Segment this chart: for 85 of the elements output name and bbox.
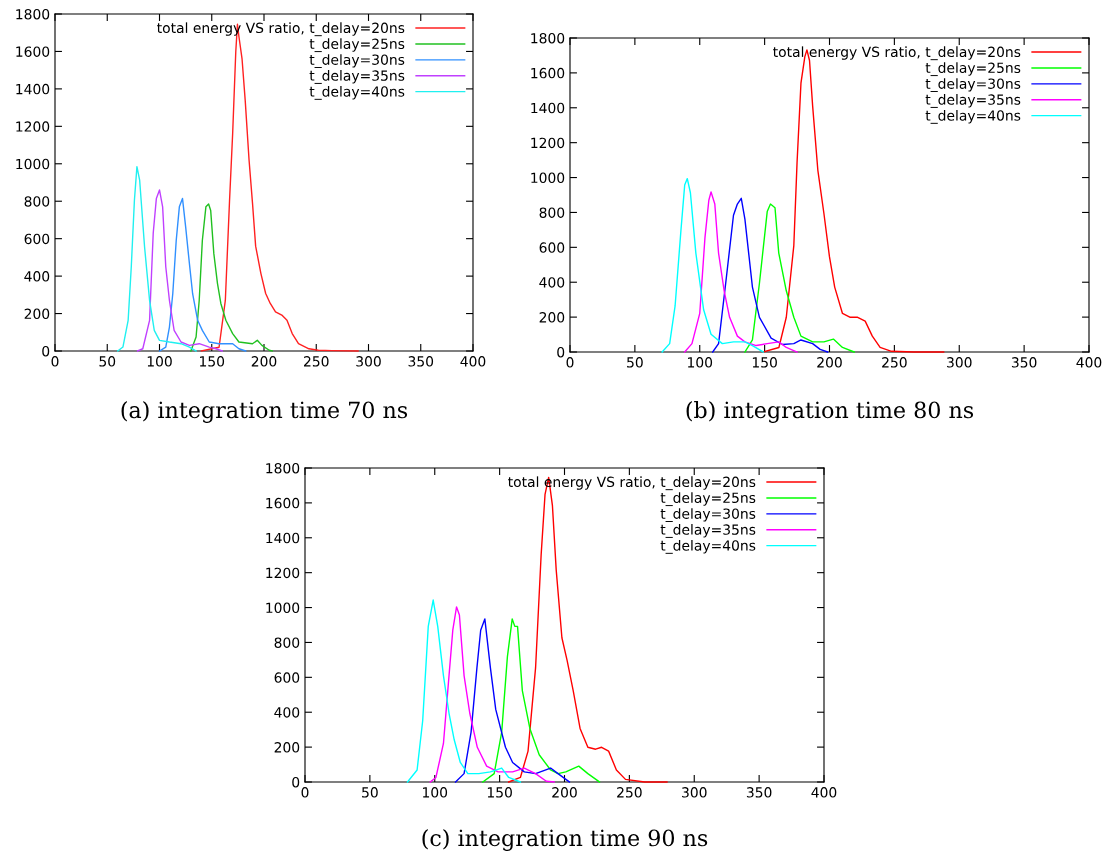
y-tick-label: 600 (274, 672, 300, 683)
y-tick-label: 800 (24, 196, 50, 207)
x-tick-label: 200 (251, 356, 277, 367)
text: (c) integration time 90 ns (422, 829, 708, 851)
line-series (712, 197, 829, 353)
y-tick-label: 1400 (266, 532, 300, 544)
x-tick-label: 350 (1011, 357, 1037, 368)
line-series (454, 618, 571, 783)
y-tick-label: 1400 (16, 83, 50, 95)
legend-label: t_delay=30ns (309, 54, 405, 68)
x-tick-label: 150 (752, 357, 777, 368)
y-tick-label: 600 (539, 242, 565, 253)
x-tick-label: 0 (51, 356, 59, 367)
x-tick-label: 300 (682, 787, 707, 798)
y-tick-label: 1000 (266, 602, 300, 614)
y-tick-label: 0 (42, 345, 50, 357)
y-tick-label: 1600 (531, 67, 565, 79)
x-tick-label: 250 (882, 357, 907, 368)
y-tick-label: 1400 (531, 102, 565, 114)
line-series (684, 191, 798, 353)
x-tick-label: 200 (817, 357, 842, 368)
x-tick-label: 0 (566, 357, 574, 368)
line-series (158, 197, 247, 352)
y-tick-label: 200 (539, 312, 565, 323)
text: (b) integration time 80 ns (686, 401, 974, 423)
x-tick-label: 50 (362, 787, 378, 798)
x-tick-label: 0 (301, 787, 309, 798)
line-series (744, 203, 855, 353)
line-series (406, 599, 522, 783)
y-tick-label: 400 (274, 707, 300, 718)
legend-label: t_delay=25ns (309, 38, 405, 53)
line-series (117, 165, 197, 352)
y-tick-label: 1000 (16, 158, 50, 170)
x-tick-label: 50 (627, 357, 643, 368)
y-tick-label: 1000 (531, 172, 565, 184)
x-tick-label: 250 (617, 787, 642, 798)
y-tick-label: 400 (539, 277, 565, 288)
y-tick-label: 1200 (16, 121, 50, 132)
line-series (429, 606, 555, 783)
legend-label: t_delay=35ns (925, 94, 1021, 108)
x-tick-label: 300 (356, 356, 381, 367)
y-tick-label: 800 (539, 207, 565, 218)
legend-label: t_delay=35ns (660, 524, 756, 538)
y-tick-label: 0 (292, 776, 300, 788)
y-tick-label: 1800 (531, 32, 565, 44)
x-tick-label: 100 (423, 787, 448, 798)
y-tick-label: 400 (24, 271, 50, 282)
x-tick-label: 250 (304, 356, 329, 367)
y-tick-label: 1600 (16, 46, 50, 57)
y-tick-label: 1200 (531, 137, 565, 149)
x-tick-label: 400 (811, 787, 837, 798)
legend-label: t_delay=25ns (660, 492, 756, 507)
y-tick-label: 1800 (266, 462, 300, 474)
line-series (482, 618, 601, 783)
legend-label: t_delay=25ns (925, 62, 1021, 77)
x-tick-label: 200 (552, 787, 577, 798)
legend-label: t_delay=30ns (925, 78, 1021, 92)
y-tick-label: 600 (24, 233, 50, 245)
x-tick-label: 100 (147, 356, 172, 367)
line-series (190, 203, 274, 352)
y-tick-label: 0 (557, 346, 565, 358)
legend-label: t_delay=40ns (309, 85, 405, 100)
y-tick-label: 1200 (266, 567, 300, 579)
y-tick-label: 200 (274, 742, 300, 753)
y-tick-label: 1600 (266, 497, 300, 509)
legend-label: t_delay=40ns (925, 109, 1021, 124)
text: (a) integration time 70 ns (121, 401, 408, 423)
y-tick-label: 200 (24, 308, 50, 320)
legend-label: t_delay=35ns (309, 70, 405, 84)
x-tick-label: 150 (200, 356, 225, 367)
x-tick-label: 400 (460, 356, 486, 367)
legend-label: total energy VS ratio, t_delay=20ns (773, 46, 1021, 61)
x-tick-label: 100 (688, 357, 713, 368)
line-series (136, 189, 223, 352)
legend-label: t_delay=30ns (660, 508, 756, 522)
x-tick-label: 350 (408, 356, 434, 367)
x-tick-label: 300 (947, 357, 972, 368)
y-tick-label: 800 (274, 637, 300, 648)
line-series (661, 177, 765, 353)
x-tick-label: 150 (487, 787, 512, 798)
y-tick-label: 1800 (16, 8, 50, 20)
x-tick-label: 400 (1076, 357, 1102, 368)
legend-label: t_delay=40ns (660, 539, 756, 554)
x-tick-label: 50 (99, 356, 116, 367)
x-tick-label: 350 (746, 787, 772, 798)
